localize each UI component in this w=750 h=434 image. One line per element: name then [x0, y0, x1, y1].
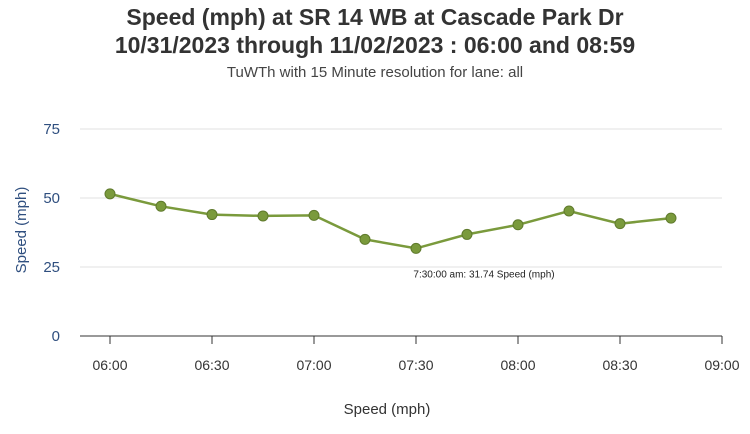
x-axis-label: Speed (mph): [344, 401, 431, 418]
y-tick-label: 0: [52, 328, 60, 345]
speed-data-points: [104, 188, 677, 254]
y-tick-label: 50: [43, 190, 60, 207]
y-axis-label: Speed (mph): [13, 187, 30, 274]
data-point[interactable]: [665, 212, 677, 224]
data-point[interactable]: [512, 219, 524, 231]
x-tick-label: 07:30: [398, 357, 433, 373]
x-axis-ticks: 06:00 06:30 07:00 07:30 08:00 08:30 09:00: [92, 336, 740, 373]
gridlines: [80, 128, 722, 268]
data-point[interactable]: [359, 233, 371, 245]
data-point[interactable]: [155, 200, 167, 212]
data-point[interactable]: [104, 188, 116, 200]
x-tick-label: 09:00: [704, 357, 739, 373]
data-point[interactable]: [614, 218, 626, 230]
data-point[interactable]: [257, 210, 269, 222]
data-point[interactable]: [206, 209, 218, 221]
y-tick-label: 75: [43, 121, 60, 138]
speed-series-line: [109, 192, 672, 250]
data-point[interactable]: [410, 242, 422, 254]
data-point[interactable]: [563, 205, 575, 217]
x-tick-label: 07:00: [296, 357, 331, 373]
y-axis-ticks: 0 25 50 75: [43, 121, 60, 345]
y-tick-label: 25: [43, 259, 60, 276]
chart-title: Speed (mph) at SR 14 WB at Cascade Park …: [126, 4, 624, 30]
data-point[interactable]: [308, 209, 320, 221]
tooltip-label: 7:30:00 am: 31.74 Speed (mph): [413, 269, 554, 280]
x-tick-label: 08:30: [602, 357, 637, 373]
chart-subtitle: TuWTh with 15 Minute resolution for lane…: [226, 64, 524, 81]
chart-title-date-range: 10/31/2023 through 11/02/2023 : 06:00 an…: [114, 32, 636, 58]
x-tick-label: 06:00: [92, 357, 127, 373]
data-point[interactable]: [461, 228, 473, 240]
x-tick-label: 06:30: [194, 357, 229, 373]
x-tick-label: 08:00: [500, 357, 535, 373]
